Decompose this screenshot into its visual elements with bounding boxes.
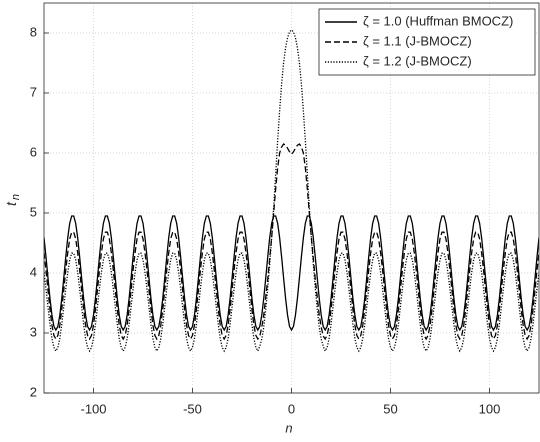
y-tick-label: 4 — [30, 264, 37, 279]
x-axis-label: n — [285, 420, 292, 435]
series-line — [44, 215, 539, 332]
y-tick-label: 8 — [30, 24, 37, 39]
x-tick-label: -50 — [183, 401, 202, 416]
x-tick-label: -100 — [80, 401, 106, 416]
x-tick-label: 0 — [288, 401, 295, 416]
y-tick-label: 2 — [30, 384, 37, 399]
y-tick-label: 3 — [30, 324, 37, 339]
y-tick-label: 7 — [30, 84, 37, 99]
y-tick-label: 6 — [30, 144, 37, 159]
legend: ζ = 1.0 (Huffman BMOCZ) ζ = 1.1 (J-BMOCZ)… — [318, 8, 536, 76]
series-line — [44, 143, 539, 341]
legend-label: ζ = 1.2 (J-BMOCZ) — [363, 53, 472, 68]
y-axis-label-sub: n — [10, 194, 22, 200]
y-tick-label: 5 — [30, 204, 37, 219]
x-tick-label: 50 — [383, 401, 397, 416]
legend-label: ζ = 1.0 (Huffman BMOCZ) — [363, 13, 513, 28]
ticks: -100 -50 0 50 100 2 3 4 5 6 7 8 — [30, 24, 501, 416]
y-axis-label-base: t — [3, 201, 19, 206]
x-tick-label: 100 — [479, 401, 501, 416]
legend-label: ζ = 1.1 (J-BMOCZ) — [363, 33, 472, 48]
lines — [44, 29, 539, 353]
y-axis-label: tn — [3, 194, 22, 206]
